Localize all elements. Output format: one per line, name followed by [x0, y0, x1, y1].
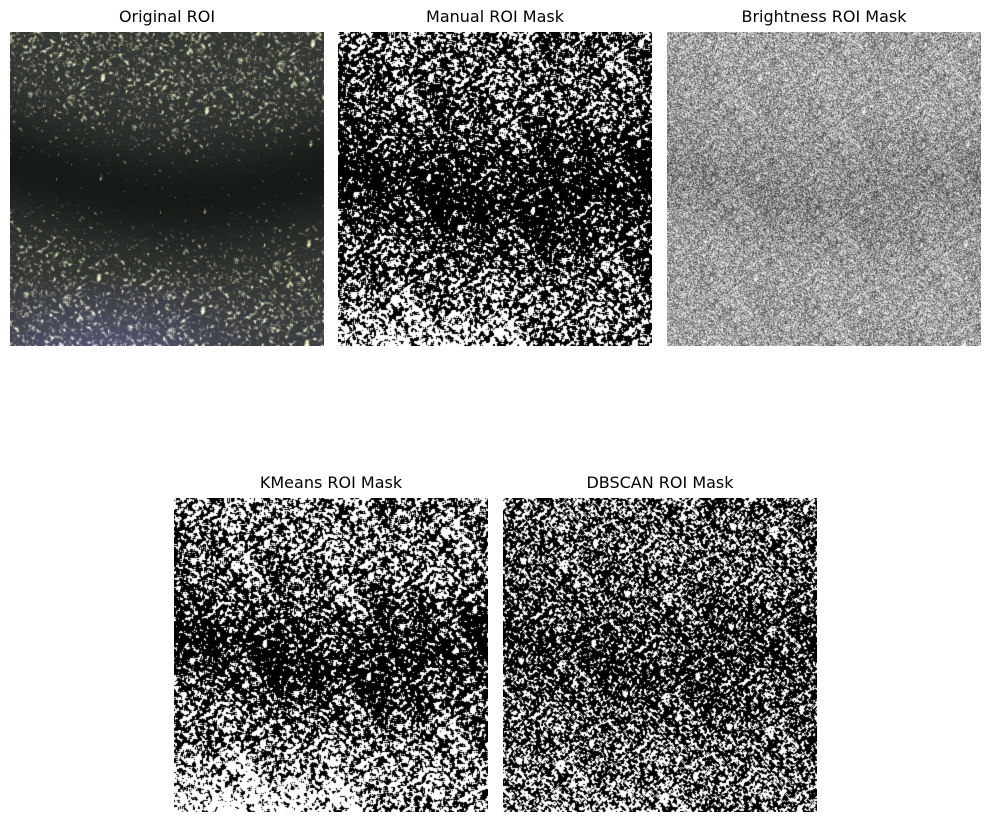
- panel-original-roi: Original ROI: [10, 6, 324, 346]
- panel-title: DBSCAN ROI Mask: [586, 473, 734, 492]
- manual-roi-mask-image: [338, 32, 652, 346]
- panel-manual-roi-mask: Manual ROI Mask: [338, 6, 652, 346]
- panel-brightness-roi-mask: Brightness ROI Mask: [667, 6, 981, 346]
- brightness-roi-mask-image: [667, 32, 981, 346]
- panel-dbscan-roi-mask: DBSCAN ROI Mask: [503, 472, 817, 812]
- panel-title: Original ROI: [118, 7, 216, 26]
- dbscan-roi-mask-image: [503, 498, 817, 812]
- original-roi-image: [10, 32, 324, 346]
- kmeans-roi-mask-image: [174, 498, 488, 812]
- panel-title: Brightness ROI Mask: [741, 7, 907, 26]
- panel-kmeans-roi-mask: KMeans ROI Mask: [174, 472, 488, 812]
- panel-title: KMeans ROI Mask: [259, 473, 403, 492]
- panel-title: Manual ROI Mask: [426, 7, 564, 26]
